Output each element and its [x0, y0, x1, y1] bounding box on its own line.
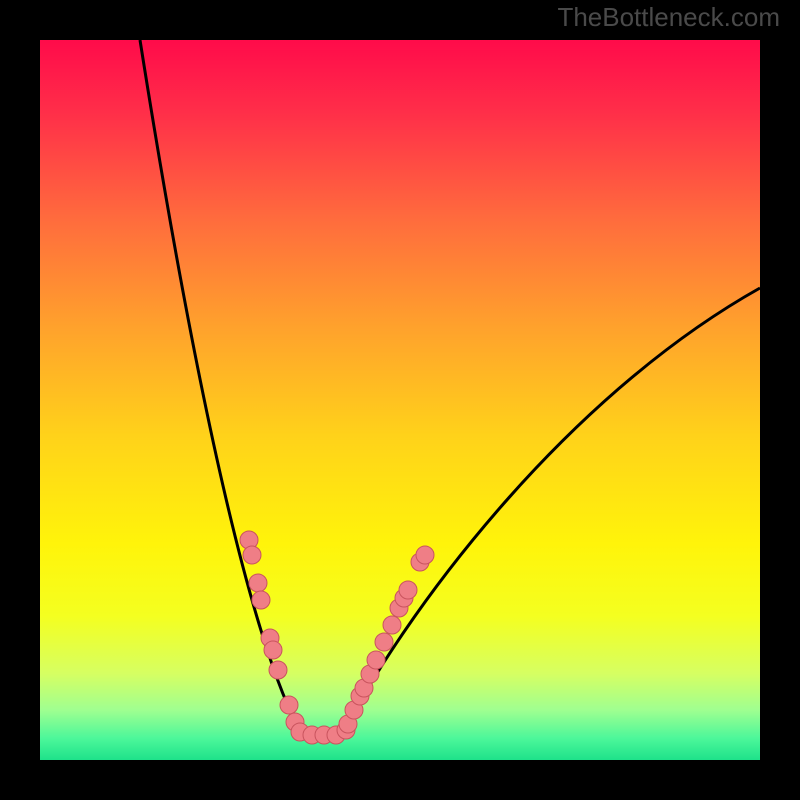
data-marker	[280, 696, 298, 714]
data-marker	[399, 581, 417, 599]
data-marker	[375, 633, 393, 651]
data-marker	[367, 651, 385, 669]
data-marker	[252, 591, 270, 609]
data-marker	[383, 616, 401, 634]
data-marker	[264, 641, 282, 659]
chart-stage: TheBottleneck.com	[0, 0, 800, 800]
watermark-text: TheBottleneck.com	[557, 2, 780, 33]
data-marker	[249, 574, 267, 592]
data-marker	[269, 661, 287, 679]
chart-svg	[0, 0, 800, 800]
data-marker	[243, 546, 261, 564]
data-marker	[416, 546, 434, 564]
plot-background	[40, 40, 760, 760]
